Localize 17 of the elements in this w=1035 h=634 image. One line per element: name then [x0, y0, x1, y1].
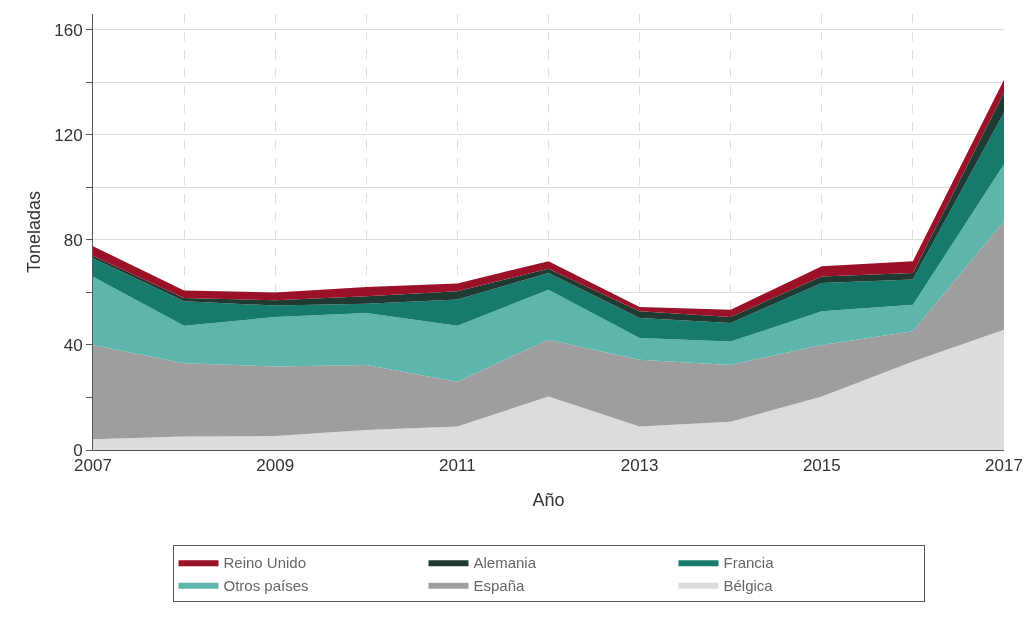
- legend-label: Francia: [723, 554, 775, 572]
- legend-label: Alemania: [473, 554, 537, 572]
- y-tick-label: 160: [54, 20, 83, 40]
- y-axis-title: Toneladas: [24, 190, 45, 274]
- legend-label: Reino Unido: [223, 554, 307, 572]
- y-tick-label: 120: [54, 125, 83, 145]
- legend-label: Otros países: [223, 576, 309, 594]
- y-tick-label: 40: [63, 335, 83, 355]
- x-tick-label: 2013: [620, 456, 659, 476]
- x-tick-label: 2009: [256, 456, 295, 476]
- x-tick-label: 2015: [802, 456, 841, 476]
- x-tick-label: 2011: [439, 456, 476, 476]
- legend-label: Bélgica: [723, 576, 774, 594]
- y-tick-label: 80: [63, 230, 83, 250]
- legend-label: España: [473, 576, 526, 594]
- x-axis-title: Año: [532, 489, 565, 510]
- x-tick-label: 2017: [985, 456, 1023, 476]
